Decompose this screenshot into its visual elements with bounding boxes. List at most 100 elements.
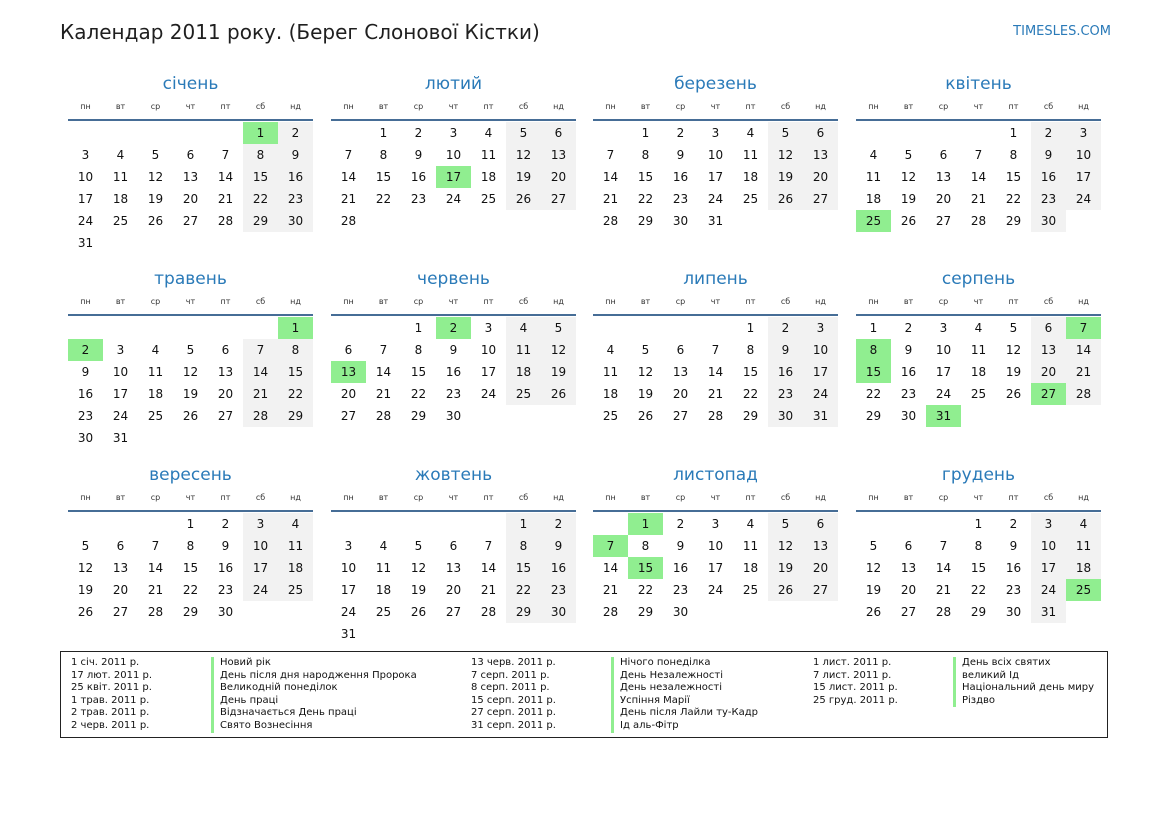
day-cell: 10 (77, 170, 94, 184)
legend-column: 1 січ. 2011 р. Новий рік 17 лют. 2011 р. Де… (61, 652, 461, 737)
day-cell: 7 (711, 343, 720, 357)
legend-item: 2 трав. 2011 р. Відзначається День праці (61, 707, 461, 720)
legend-item: 27 серп. 2011 р. День після Лайли ту-Кадр (461, 707, 803, 720)
weekday-label: вт (378, 297, 389, 306)
holiday-name: День праці (211, 694, 278, 708)
day-cell: 9 (541, 535, 576, 557)
day-cell: 8 (186, 539, 195, 553)
day-cell: 13 (803, 144, 838, 166)
day-cell: 12 (147, 170, 164, 184)
day-cell: 18 (506, 361, 541, 383)
day-cell: 11 (742, 539, 759, 553)
legend-item: 2 черв. 2011 р. Свято Вознесіння (61, 720, 461, 733)
day-cell: 20 (112, 583, 129, 597)
day-cell: 30 (1005, 605, 1022, 619)
weekday-label: пн (605, 102, 616, 111)
day-cell: 28 (970, 214, 987, 228)
day-cell: 16 (445, 365, 462, 379)
holiday-legend: 1 січ. 2011 р. Новий рік 17 лют. 2011 р. Де… (60, 651, 1108, 738)
day-cell: 24 (935, 387, 952, 401)
day-cell: 7 (221, 148, 230, 162)
day-cell: 21 (602, 583, 619, 597)
day-cell: 27 (803, 188, 838, 210)
day-cell: 3 (711, 517, 720, 531)
holiday-name: великий Ід (953, 669, 1019, 683)
day-cell: 24 (707, 583, 724, 597)
day-cell: 26 (182, 409, 199, 423)
holiday-name: Успіння Марії (611, 694, 690, 708)
holiday-name: Новий рік (211, 657, 271, 670)
weekday-label: нд (815, 297, 826, 306)
day-cell: 2 (904, 321, 913, 335)
day-cell: 24 (1066, 188, 1101, 210)
day-cell: 3 (939, 321, 948, 335)
day-cell: 28 (375, 409, 392, 423)
day-cell: 8 (506, 535, 541, 557)
legend-item: 17 лют. 2011 р. День після дня народження… (61, 669, 461, 683)
empty-cell (926, 122, 961, 144)
day-cell: 7 (243, 339, 278, 361)
empty-cell (138, 513, 173, 535)
day-cell: 7 (379, 343, 388, 357)
day-cell: 14 (602, 561, 619, 575)
holiday-day-cell: 7 (593, 535, 628, 557)
day-cell: 14 (340, 170, 357, 184)
day-cell: 15 (375, 170, 392, 184)
empty-cell (856, 513, 891, 535)
day-cell: 9 (278, 144, 313, 166)
day-cell: 28 (602, 214, 619, 228)
legend-item: 7 серп. 2011 р. День Незалежності (461, 669, 803, 683)
day-cell: 12 (410, 561, 427, 575)
weekday-label: пт (220, 297, 231, 306)
day-cell: 6 (449, 539, 458, 553)
legend-item: 1 січ. 2011 р. Новий рік (61, 657, 461, 670)
month-1: січень пн вт ср чт пт сб нд 1 2 3 4 5 6 7 8 9 10 11 12 13 14 1… (68, 70, 313, 254)
day-cell: 10 (1066, 144, 1101, 166)
day-cell: 21 (147, 583, 164, 597)
day-cell: 18 (1066, 557, 1101, 579)
empty-cell (698, 317, 733, 339)
day-cell: 13 (672, 365, 689, 379)
day-cell: 14 (147, 561, 164, 575)
month-4: квітень пн вт ср чт пт сб нд 1 2 3 4 5 6 7 8 9 10 11 12 13 14… (856, 70, 1101, 232)
day-cell: 20 (900, 583, 917, 597)
day-cell: 19 (182, 387, 199, 401)
day-cell: 19 (1005, 365, 1022, 379)
day-cell: 4 (974, 321, 983, 335)
day-cell: 27 (112, 605, 129, 619)
day-cell: 23 (672, 192, 689, 206)
day-cell: 7 (939, 539, 948, 553)
day-cell: 15 (742, 365, 759, 379)
month-name: січень (162, 74, 219, 94)
legend-item: 13 черв. 2011 р. Нічого понеділка (461, 657, 803, 670)
empty-cell (593, 122, 628, 144)
day-cell: 1 (746, 321, 755, 335)
empty-cell (103, 317, 138, 339)
day-cell: 22 (1005, 192, 1022, 206)
day-cell: 12 (900, 170, 917, 184)
holiday-name: День всіх святих (953, 657, 1051, 670)
holiday-date: 1 лист. 2011 р. (813, 657, 892, 668)
weekday-label: ср (675, 493, 686, 502)
site-link[interactable]: TIMESLES.COM (1013, 24, 1111, 39)
weekday-label: ср (938, 493, 949, 502)
month-name: вересень (149, 465, 232, 485)
day-cell: 17 (480, 365, 497, 379)
weekday-label: ср (413, 493, 424, 502)
day-cell: 11 (602, 365, 619, 379)
holiday-date: 1 січ. 2011 р. (71, 657, 140, 668)
day-cell: 24 (445, 192, 462, 206)
weekday-label: пн (80, 102, 91, 111)
day-cell: 22 (865, 387, 882, 401)
day-cell: 21 (602, 192, 619, 206)
day-cell: 19 (768, 557, 803, 579)
weekday-label: чт (448, 102, 459, 111)
holiday-day-cell: 1 (278, 317, 313, 339)
day-cell: 22 (278, 383, 313, 405)
holiday-day-cell: 31 (926, 405, 961, 427)
day-cell: 1 (641, 126, 650, 140)
day-cell: 21 (970, 192, 987, 206)
day-cell: 14 (1066, 339, 1101, 361)
day-cell: 5 (186, 343, 195, 357)
empty-cell (856, 122, 891, 144)
